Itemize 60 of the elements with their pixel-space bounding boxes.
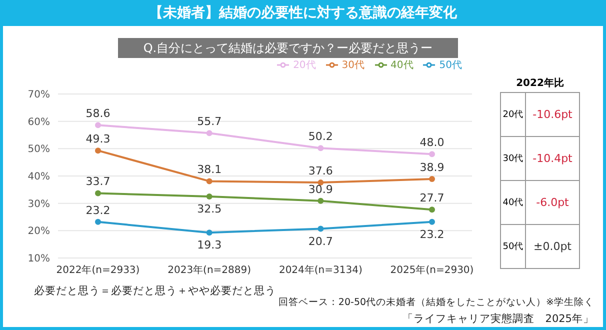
text: -10.6pt (526, 92, 580, 136)
data-label: 27.7 (420, 192, 444, 205)
point (95, 122, 101, 128)
text: -6.0pt (526, 180, 580, 224)
data-label: 50.2 (308, 130, 333, 144)
y-tick-label: 70% (28, 90, 50, 101)
text: 30代 (500, 136, 526, 180)
data-label: 38.9 (420, 161, 444, 174)
data-label: 20.7 (308, 234, 333, 248)
point (318, 145, 324, 152)
point (206, 178, 212, 184)
y-tick-label: 10% (28, 254, 50, 265)
x-tick-label: 2022年(n=2933) (56, 264, 140, 276)
point (95, 218, 101, 225)
data-label: 58.6 (86, 107, 110, 120)
legend-label: 30代 (342, 60, 365, 71)
legend-label: 20代 (293, 60, 316, 71)
point (95, 190, 101, 196)
y-tick-label: 50% (28, 144, 50, 156)
legend-label: 40代 (390, 60, 414, 71)
point (95, 148, 101, 154)
data-label: 55.7 (197, 115, 222, 128)
chart-title: 【未婚者】結婚の必要性に対する意識の経年変化 (0, 0, 606, 26)
data-label: 23.2 (420, 228, 444, 241)
point (318, 198, 324, 204)
data-label: 37.6 (308, 164, 333, 178)
text: 回答ベース：20-50代の未婚者（結婚をしたことがない人）※学生除く (278, 296, 594, 309)
legend-label: 50代 (439, 60, 462, 71)
text: 20代 (500, 92, 526, 136)
point (429, 151, 435, 158)
y-tick-label: 20% (28, 226, 50, 238)
text: 「ライフキャリア実態調査 2025年」 (402, 312, 594, 326)
point (429, 218, 435, 225)
data-label: 32.5 (197, 202, 222, 216)
point (206, 130, 212, 136)
data-label: 23.2 (86, 204, 110, 217)
text: -10.4pt (526, 136, 580, 180)
point (318, 226, 324, 232)
data-label: 30.9 (308, 182, 333, 196)
data-label: 19.3 (197, 238, 222, 252)
text: 40代 (500, 180, 526, 224)
text: 2022年比 (515, 76, 565, 90)
data-label: 38.1 (197, 163, 222, 176)
y-tick-label: 40% (28, 172, 50, 183)
point (429, 206, 435, 213)
data-label: 48.0 (420, 136, 444, 150)
x-tick-label: 2024年(n=3134) (278, 264, 362, 276)
y-tick-label: 30% (28, 198, 50, 210)
y-tick-label: 60% (28, 116, 50, 128)
data-label: 49.3 (86, 132, 110, 146)
point (206, 194, 212, 200)
text: ±0.0pt (526, 224, 580, 268)
point (206, 230, 212, 236)
text: 50代 (500, 224, 526, 268)
data-label: 33.7 (86, 175, 110, 188)
point (429, 176, 435, 182)
text: 必要だと思う＝必要だと思う＋やや必要だと思う (34, 284, 276, 298)
x-tick-label: 2025年(n=2930) (390, 264, 474, 276)
x-tick-label: 2023年(n=2889) (168, 264, 252, 276)
chart-subtitle: Q.自分にとって結婚は必要ですか？ー必要だと思うー (118, 38, 458, 58)
